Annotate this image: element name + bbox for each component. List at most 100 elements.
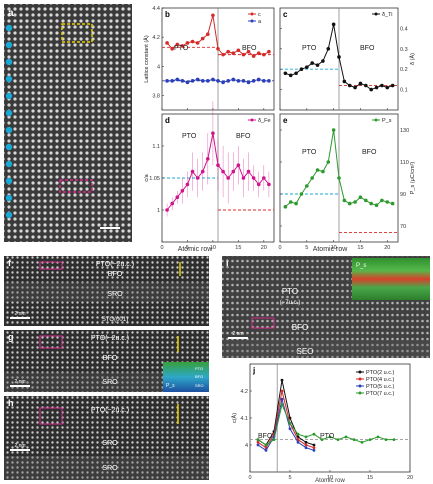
chart-point bbox=[294, 71, 298, 76]
chart-point bbox=[216, 79, 220, 83]
chart-point bbox=[358, 81, 363, 86]
chart-point bbox=[175, 77, 180, 82]
panel-a-cyan-marker bbox=[5, 75, 13, 83]
chart-point bbox=[251, 54, 256, 58]
panel-g-inset-label: P_s bbox=[166, 383, 175, 389]
chart-x-tick-label: 0 bbox=[278, 245, 281, 251]
chart-point bbox=[288, 422, 292, 425]
chart-point bbox=[310, 176, 314, 180]
chart-j: 0 5 10 15 20 4 4.1 4.2 j BFO PTO PTO(2 u.c.)PTO(4 u… bbox=[231, 363, 413, 484]
chart-point bbox=[385, 200, 390, 204]
chart-point bbox=[283, 205, 288, 209]
chart-legend-label: δ_Ti bbox=[382, 12, 393, 18]
chart-point bbox=[241, 79, 246, 83]
panel-a-cyan-marker bbox=[5, 143, 13, 151]
chart-point bbox=[342, 198, 347, 203]
panel-g-sro-band bbox=[4, 372, 209, 392]
panel-a-cyan-marker bbox=[5, 177, 13, 185]
chart-point bbox=[312, 443, 316, 447]
chart-point bbox=[241, 176, 246, 180]
chart-y-tick-label: 90 bbox=[400, 192, 406, 198]
chart-y-tick-label: 4.2 bbox=[152, 35, 160, 41]
panel-i-box bbox=[251, 317, 275, 329]
chart-point bbox=[304, 435, 308, 439]
chart-point bbox=[180, 79, 185, 83]
chart-point bbox=[369, 87, 373, 92]
chart-x-tick-label: 5 bbox=[186, 245, 189, 251]
chart-point bbox=[165, 79, 169, 83]
chart-point bbox=[165, 41, 169, 45]
chart-y-tick-label: 1.05 bbox=[149, 176, 160, 182]
panel-i: i PTO (~7u.c.) BFO SEO P_s 2 nm bbox=[222, 256, 430, 358]
panel-h: h PTO(~2u.c.) SRO SRO 2 nm bbox=[4, 396, 209, 480]
chart-point bbox=[206, 32, 210, 37]
chart-y-tick-label: 3.8 bbox=[152, 93, 160, 99]
chart-point bbox=[170, 201, 174, 206]
chart-series-line bbox=[257, 390, 315, 449]
chart-point bbox=[304, 443, 308, 447]
chart-point bbox=[216, 47, 220, 51]
chart-x-tick-label: 5 bbox=[288, 475, 291, 481]
chart-point bbox=[180, 189, 185, 193]
chart-point bbox=[241, 52, 246, 57]
chart-point bbox=[195, 77, 200, 82]
chart-c: 0.1 0.2 0.3 0.4 c PTO BFO δ_Ti δ (Å) bbox=[279, 7, 416, 111]
panel-a-cyan-marker bbox=[5, 194, 13, 202]
chart-legend-marker bbox=[358, 377, 362, 381]
panel-f-image bbox=[4, 256, 209, 326]
chart-legend-marker bbox=[358, 384, 362, 388]
chart-y-tick-label: 4.2 bbox=[240, 389, 248, 395]
chart-point bbox=[170, 79, 174, 83]
panel-g-inset-pto: PTO bbox=[195, 366, 203, 371]
chart-point bbox=[296, 432, 300, 436]
chart-y-tick-label: 1 bbox=[157, 208, 160, 214]
chart-legend-marker bbox=[358, 370, 362, 374]
chart-x-tick-label: 10 bbox=[327, 475, 333, 481]
chart-point bbox=[226, 49, 230, 54]
chart-point bbox=[256, 51, 261, 55]
chart-legend-label: c bbox=[258, 12, 261, 18]
chart-point bbox=[251, 176, 256, 180]
chart-point bbox=[288, 73, 293, 78]
chart-point bbox=[312, 446, 316, 450]
chart-region-right: BFO bbox=[360, 45, 375, 52]
chart-point bbox=[236, 163, 241, 167]
panel-a-markers bbox=[5, 24, 13, 219]
chart-point bbox=[267, 49, 271, 54]
chart-x-tick-label: 20 bbox=[407, 475, 413, 481]
chart-point bbox=[385, 85, 390, 90]
chart-point bbox=[226, 176, 230, 180]
chart-point bbox=[304, 440, 308, 444]
chart-point bbox=[321, 169, 325, 174]
chart-point bbox=[280, 403, 284, 406]
panel-f-box bbox=[39, 261, 63, 270]
chart-point bbox=[251, 79, 256, 83]
chart-point bbox=[312, 432, 316, 436]
chart-point bbox=[315, 63, 320, 67]
chart-point bbox=[190, 39, 195, 44]
panel-g-letter: g bbox=[8, 332, 14, 342]
chart-point bbox=[283, 71, 288, 76]
chart-point bbox=[256, 182, 261, 187]
panel-i-inset-label: P_s bbox=[356, 263, 366, 269]
chart-point bbox=[246, 169, 251, 174]
panel-h-image bbox=[4, 396, 209, 480]
chart-x-tick-label: 0 bbox=[248, 475, 251, 481]
chart-point bbox=[328, 435, 332, 439]
chart-point bbox=[296, 440, 300, 444]
chart-x-tick-label: 5 bbox=[305, 245, 308, 251]
chart-point bbox=[321, 59, 325, 63]
chart-point bbox=[200, 36, 205, 41]
panel-a-cyan-marker bbox=[5, 160, 13, 168]
panel-f-label-sro: SRO bbox=[107, 291, 123, 298]
chart-point bbox=[246, 49, 251, 54]
panel-h-scale-text: 2 nm bbox=[14, 443, 25, 449]
panel-a-cyan-marker bbox=[5, 41, 13, 49]
chart-legend-marker bbox=[358, 391, 362, 395]
chart-point bbox=[344, 435, 348, 439]
chart-b: 3.8 4 4.2 4.4 b PTO BFO ca Lattice constant (Å) bbox=[143, 6, 275, 111]
panel-g-label-sro: SRO bbox=[102, 379, 118, 386]
panel-f: f PTO(~2u.c.) BFO SRO STO(001) 2 nm bbox=[4, 256, 209, 326]
chart-region-right: BFO bbox=[242, 45, 257, 52]
chart-legend-label: PTO(7 u.c.) bbox=[366, 391, 394, 397]
